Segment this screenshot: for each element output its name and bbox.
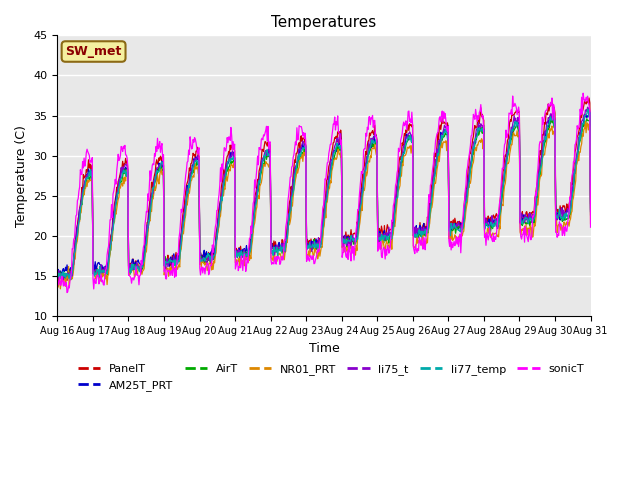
sonicT (119, 149, 127, 155)
AM25T_PRT (390, 221, 397, 227)
sonicT (587, 224, 595, 230)
AM25T_PRT (201, 255, 209, 261)
PanelT (201, 253, 209, 259)
AirT (583, 116, 591, 122)
Y-axis label: Temperature (C): Temperature (C) (15, 125, 28, 227)
AirT (388, 232, 396, 238)
NR01_PRT (119, 183, 127, 189)
X-axis label: Time: Time (308, 342, 339, 355)
li77_temp (119, 170, 127, 176)
AM25T_PRT (65, 272, 72, 278)
li77_temp (405, 134, 413, 140)
AirT (200, 261, 208, 266)
NR01_PRT (390, 230, 397, 236)
li77_temp (201, 258, 209, 264)
sonicT (173, 261, 180, 267)
NR01_PRT (582, 119, 589, 125)
AirT (404, 137, 412, 143)
Line: sonicT: sonicT (58, 93, 591, 292)
PanelT (64, 269, 72, 275)
li75_t (119, 164, 127, 170)
li77_temp (390, 224, 397, 229)
li75_t (54, 276, 61, 281)
PanelT (54, 279, 62, 285)
AirT (172, 259, 180, 264)
Legend: PanelT, AM25T_PRT, AirT, NR01_PRT, li75_t, li77_temp, sonicT: PanelT, AM25T_PRT, AirT, NR01_PRT, li75_… (74, 360, 589, 395)
AM25T_PRT (405, 137, 413, 143)
PanelT (405, 128, 413, 133)
AM25T_PRT (173, 252, 180, 258)
PanelT (173, 259, 180, 265)
sonicT (63, 289, 71, 295)
AirT (587, 212, 595, 218)
AM25T_PRT (119, 170, 127, 176)
li75_t (584, 104, 591, 110)
li75_t (390, 218, 397, 224)
AirT (118, 178, 125, 184)
AM25T_PRT (587, 206, 595, 212)
NR01_PRT (587, 221, 595, 227)
Line: li75_t: li75_t (58, 107, 591, 279)
li77_temp (63, 272, 71, 277)
sonicT (64, 288, 72, 294)
NR01_PRT (64, 275, 72, 280)
AM25T_PRT (63, 262, 71, 268)
li77_temp (584, 107, 591, 112)
AirT (63, 272, 71, 278)
sonicT (201, 271, 209, 277)
sonicT (579, 90, 587, 96)
NR01_PRT (173, 264, 180, 270)
li75_t (60, 276, 67, 282)
sonicT (405, 108, 413, 114)
sonicT (54, 279, 61, 285)
li77_temp (67, 277, 75, 283)
Line: li77_temp: li77_temp (58, 109, 591, 280)
Title: Temperatures: Temperatures (271, 15, 376, 30)
AirT (54, 276, 61, 282)
li75_t (173, 259, 180, 264)
NR01_PRT (54, 285, 61, 290)
AM25T_PRT (586, 110, 594, 116)
NR01_PRT (201, 263, 209, 268)
Line: AirT: AirT (58, 119, 591, 279)
Text: SW_met: SW_met (65, 45, 122, 58)
PanelT (54, 273, 61, 278)
li75_t (64, 270, 72, 276)
PanelT (585, 95, 593, 101)
li77_temp (54, 274, 61, 279)
li75_t (201, 258, 209, 264)
AM25T_PRT (54, 268, 61, 274)
PanelT (119, 158, 127, 164)
Line: AM25T_PRT: AM25T_PRT (58, 113, 591, 275)
PanelT (587, 200, 595, 206)
Line: PanelT: PanelT (58, 98, 591, 282)
PanelT (390, 213, 397, 218)
li75_t (587, 208, 595, 214)
li75_t (405, 131, 413, 137)
NR01_PRT (405, 145, 413, 151)
li77_temp (173, 259, 180, 264)
Line: NR01_PRT: NR01_PRT (58, 122, 591, 289)
NR01_PRT (56, 286, 64, 292)
li77_temp (587, 209, 595, 215)
sonicT (390, 203, 397, 209)
